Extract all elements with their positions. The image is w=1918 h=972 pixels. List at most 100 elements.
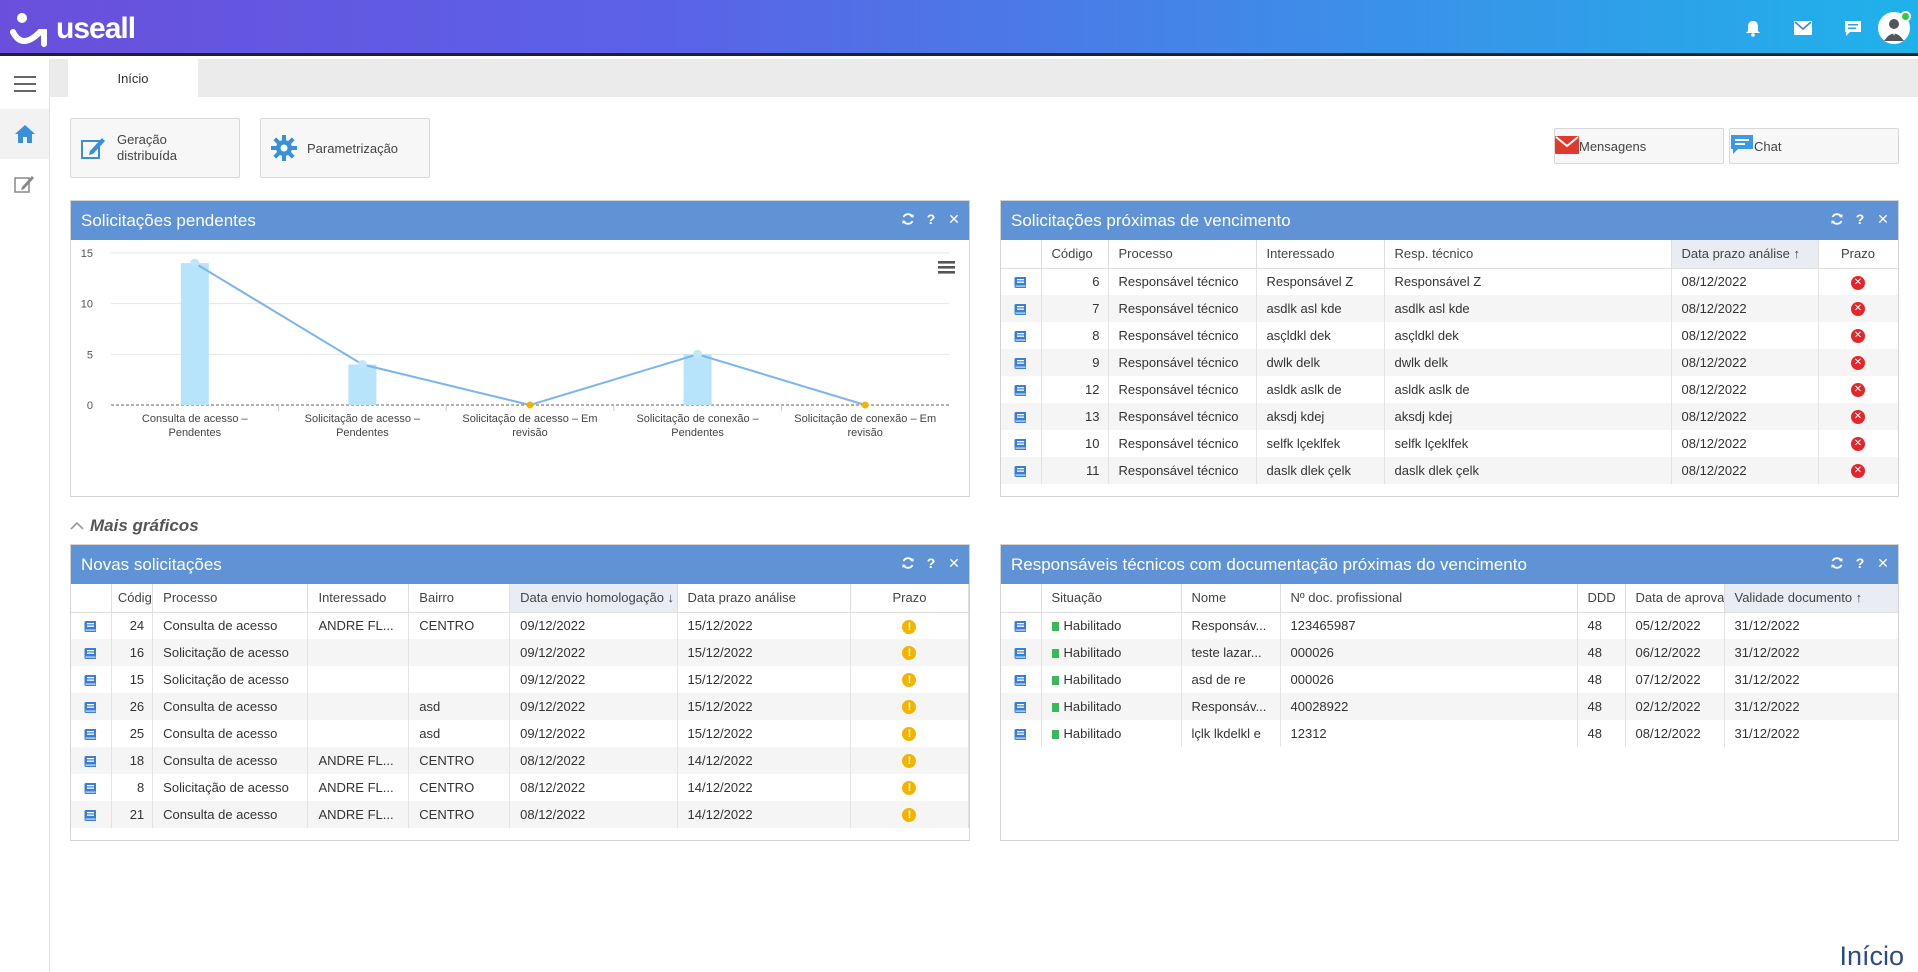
details-cell[interactable] (1001, 295, 1042, 322)
help-icon[interactable]: ? (926, 555, 936, 571)
details-book-icon[interactable] (84, 701, 98, 714)
bell-button[interactable] (1728, 0, 1778, 56)
table-row[interactable]: 7 Responsável técnico asdlk asl kde asdlk a… (1001, 295, 1898, 322)
messages-button[interactable] (1828, 0, 1878, 56)
sidebar-item-menu[interactable] (0, 59, 49, 109)
details-book-icon[interactable] (1014, 465, 1028, 478)
table-row[interactable]: 8 Solicitação de acesso ANDRE FL... CENTRO 0… (71, 774, 969, 801)
details-cell[interactable] (71, 801, 112, 828)
close-icon[interactable]: ✕ (948, 211, 960, 227)
table-row[interactable]: Habilitado Responsáv... 40028922 48 02/12/20… (1001, 693, 1898, 720)
table-row[interactable]: 8 Responsável técnico asçldkl dek asçldkl d… (1001, 322, 1898, 349)
details-cell[interactable] (71, 720, 112, 747)
table-row[interactable]: 13 Responsável técnico aksdj kdej aksdj kde… (1001, 403, 1898, 430)
column-header-validade[interactable]: Validade documento ↑ (1724, 584, 1898, 613)
details-cell[interactable] (71, 666, 112, 693)
table-row[interactable]: Habilitado asd de re 000026 48 07/12/2022 31/… (1001, 666, 1898, 693)
details-book-icon[interactable] (1014, 647, 1028, 660)
tab-inicio[interactable]: Início (68, 59, 198, 97)
details-cell[interactable] (71, 612, 112, 639)
details-book-icon[interactable] (1014, 384, 1028, 397)
details-cell[interactable] (1001, 720, 1042, 747)
details-cell[interactable] (1001, 376, 1042, 403)
column-header-codigo[interactable]: Códig (111, 584, 154, 613)
column-header-data-aprovacao[interactable]: Data de aprova (1625, 584, 1725, 613)
details-book-icon[interactable] (1014, 303, 1028, 316)
column-header-data-prazo[interactable]: Data prazo análise (677, 584, 851, 613)
refresh-button[interactable] (901, 212, 915, 226)
details-book-icon[interactable] (1014, 438, 1028, 451)
table-row[interactable]: 15 Solicitação de acesso 09/12/2022 15/12/2… (71, 666, 969, 693)
refresh-button[interactable] (901, 556, 915, 570)
refresh-button[interactable] (1830, 212, 1844, 226)
details-book-icon[interactable] (84, 728, 98, 741)
details-book-icon[interactable] (1014, 674, 1028, 687)
column-header-processo[interactable]: Processo (152, 584, 309, 613)
mais-graficos-toggle[interactable]: Mais gráficos (70, 516, 199, 536)
details-book-icon[interactable] (84, 620, 98, 633)
table-row[interactable]: 6 Responsável técnico Responsável Z Respons… (1001, 268, 1898, 295)
details-cell[interactable] (1001, 430, 1042, 457)
column-header-prazo[interactable]: Prazo (850, 584, 969, 613)
details-cell[interactable] (1001, 349, 1042, 376)
help-icon[interactable]: ? (1855, 555, 1865, 571)
details-cell[interactable] (1001, 666, 1042, 693)
column-header-data-prazo[interactable]: Data prazo análise ↑ (1671, 240, 1819, 269)
mensagens-button[interactable]: Mensagens (1554, 128, 1724, 164)
details-book-icon[interactable] (1014, 728, 1028, 741)
refresh-button[interactable] (1830, 556, 1844, 570)
details-cell[interactable] (1001, 322, 1042, 349)
chat-button[interactable]: Chat (1729, 128, 1899, 164)
column-header-ddd[interactable]: DDD (1577, 584, 1626, 613)
details-book-icon[interactable] (84, 809, 98, 822)
table-row[interactable]: 25 Consulta de acesso asd 09/12/2022 15/12/2… (71, 720, 969, 747)
details-cell[interactable] (1001, 639, 1042, 666)
user-avatar[interactable] (1878, 11, 1911, 44)
details-cell[interactable] (71, 774, 112, 801)
column-header-situacao[interactable]: Situação (1041, 584, 1182, 613)
app-logo[interactable]: useall (10, 10, 136, 48)
details-book-icon[interactable] (1014, 620, 1028, 633)
help-icon[interactable]: ? (1855, 211, 1865, 227)
column-header-codigo[interactable]: Código (1041, 240, 1109, 269)
details-book-icon[interactable] (1014, 357, 1028, 370)
details-book-icon[interactable] (84, 647, 98, 660)
close-icon[interactable]: ✕ (948, 555, 960, 571)
table-row[interactable]: 10 Responsável técnico selfk lçeklfek selfk… (1001, 430, 1898, 457)
details-book-icon[interactable] (84, 782, 98, 795)
help-icon[interactable]: ? (926, 211, 936, 227)
details-cell[interactable] (1001, 612, 1042, 639)
details-book-icon[interactable] (1014, 330, 1028, 343)
column-header-doc[interactable]: Nº doc. profissional (1280, 584, 1578, 613)
details-book-icon[interactable] (1014, 276, 1028, 289)
parametrizacao-button[interactable]: Parametrização (260, 118, 430, 178)
column-header-resp-tecnico[interactable]: Resp. técnico (1384, 240, 1672, 269)
table-row[interactable]: 24 Consulta de acesso ANDRE FL... CENTRO 09/… (71, 612, 969, 639)
table-row[interactable]: Habilitado teste lazar... 000026 48 06/12/20… (1001, 639, 1898, 666)
table-row[interactable]: Habilitado lçlk lkdelkl e 12312 48 08/12/202… (1001, 720, 1898, 747)
geracao-distribuida-button[interactable]: Geração distribuída (70, 118, 240, 178)
column-header-data-envio[interactable]: Data envio homologação ↓ (509, 584, 678, 613)
chart-menu-icon[interactable] (938, 261, 955, 274)
column-header-prazo[interactable]: Prazo (1818, 240, 1898, 269)
table-row[interactable]: 16 Solicitação de acesso 09/12/2022 15/12/2… (71, 639, 969, 666)
details-cell[interactable] (71, 693, 112, 720)
mail-button[interactable] (1778, 0, 1828, 56)
table-row[interactable]: 12 Responsável técnico asldk aslk de asldk … (1001, 376, 1898, 403)
column-header-interessado[interactable]: Interessado (1256, 240, 1385, 269)
details-cell[interactable] (1001, 693, 1042, 720)
table-row[interactable]: 9 Responsável técnico dwlk delk dwlk delk 08… (1001, 349, 1898, 376)
details-cell[interactable] (71, 639, 112, 666)
table-row[interactable]: 21 Consulta de acesso ANDRE FL... CENTRO 08/… (71, 801, 969, 828)
sidebar-item-edit[interactable] (0, 159, 49, 209)
table-row[interactable]: Habilitado Responsáv... 123465987 48 05/12/2… (1001, 612, 1898, 639)
close-icon[interactable]: ✕ (1877, 555, 1889, 571)
details-book-icon[interactable] (1014, 701, 1028, 714)
close-icon[interactable]: ✕ (1877, 211, 1889, 227)
details-book-icon[interactable] (84, 674, 98, 687)
details-cell[interactable] (1001, 403, 1042, 430)
column-header-interessado[interactable]: Interessado (307, 584, 410, 613)
details-book-icon[interactable] (84, 755, 98, 768)
table-row[interactable]: 18 Consulta de acesso ANDRE FL... CENTRO 08/… (71, 747, 969, 774)
sidebar-item-home[interactable] (0, 109, 49, 159)
